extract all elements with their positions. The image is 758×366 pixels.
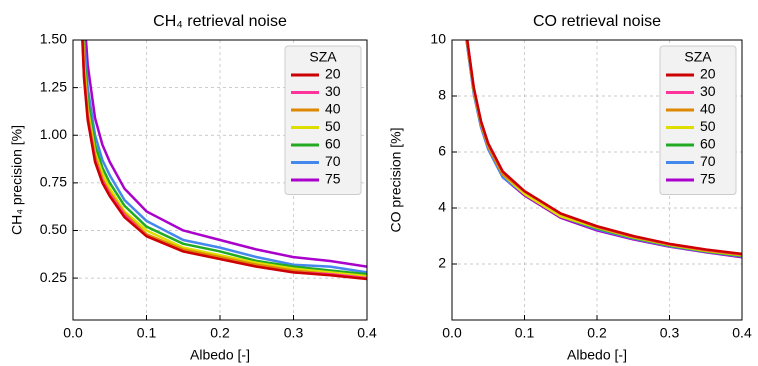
- x-tick-label: 0.3: [284, 325, 304, 341]
- x-tick-label: 0.4: [357, 325, 377, 341]
- legend-label: 30: [325, 83, 341, 99]
- y-tick-label: 1.25: [40, 78, 67, 94]
- x-tick-label: 0.2: [210, 325, 230, 341]
- y-tick-label: 0.25: [40, 269, 67, 285]
- legend-title: SZA: [684, 49, 712, 65]
- y-tick-label: 0.75: [40, 174, 67, 190]
- x-axis-label: Albedo [-]: [190, 347, 250, 363]
- data-line: [82, 40, 367, 276]
- legend-title: SZA: [309, 49, 337, 65]
- legend-label: 40: [325, 101, 341, 117]
- plot-area: [81, 40, 367, 281]
- chart-title: CO retrieval noise: [533, 13, 661, 30]
- y-tick-label: 1.50: [40, 31, 67, 47]
- x-tick-label: 0.4: [732, 325, 752, 341]
- data-line: [82, 40, 367, 274]
- x-tick-label: 0.1: [137, 325, 157, 341]
- y-tick-label: 0.50: [40, 221, 67, 237]
- legend-label: 70: [700, 153, 716, 169]
- x-axis-label: Albedo [-]: [567, 347, 627, 363]
- data-line: [466, 40, 742, 256]
- axes-frame: [451, 39, 743, 321]
- chart-title: CH₄ retrieval noise: [153, 13, 287, 30]
- legend-label: 60: [325, 136, 341, 152]
- legend-label: 20: [325, 66, 341, 82]
- y-tick-label: 10: [430, 31, 446, 47]
- x-tick-label: 0.3: [660, 325, 680, 341]
- x-tick-label: 0.2: [587, 325, 607, 341]
- x-tick-label: 0.0: [63, 325, 83, 341]
- legend-label: 70: [325, 153, 341, 169]
- legend-label: 20: [700, 66, 716, 82]
- legend-box: [659, 45, 737, 195]
- y-tick-label: 4: [438, 199, 446, 215]
- y-tick-label: 8: [438, 87, 446, 103]
- legend-label: 40: [700, 101, 716, 117]
- y-tick-label: 1.00: [40, 126, 67, 142]
- data-line: [84, 40, 367, 268]
- x-tick-label: 0.1: [515, 325, 535, 341]
- legend-label: 50: [700, 118, 716, 134]
- legend-box: [284, 45, 362, 195]
- legend-label: 30: [700, 83, 716, 99]
- y-axis-label: CH₄ precision [%]: [9, 125, 25, 235]
- legend-label: 75: [700, 171, 716, 187]
- legend-label: 50: [325, 118, 341, 134]
- y-tick-label: 2: [438, 255, 446, 271]
- axes-frame: [72, 39, 368, 321]
- x-tick-label: 0.0: [442, 325, 462, 341]
- data-line: [81, 40, 367, 281]
- y-tick-label: 6: [438, 143, 446, 159]
- plot-area: [465, 40, 742, 259]
- legend-label: 60: [700, 136, 716, 152]
- legend-label: 75: [325, 171, 341, 187]
- y-axis-label: CO precision [%]: [388, 127, 404, 232]
